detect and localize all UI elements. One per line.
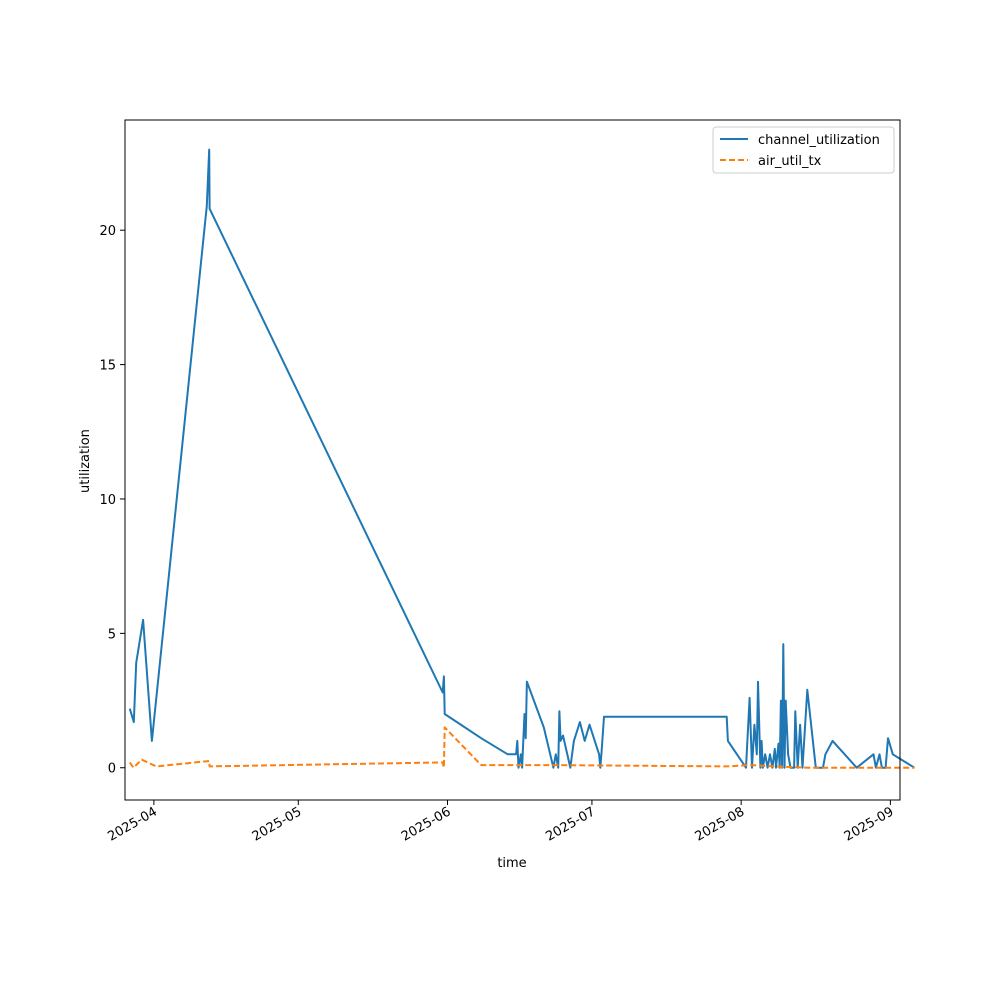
legend-box [712,126,895,174]
y-tick-label: 0 [108,762,116,777]
series-layer [128,148,915,769]
x-axis-label: time [497,856,526,871]
legend: channel_utilization air_util_tx [712,126,895,174]
y-tick-label: 15 [99,359,116,374]
legend-label-channel-utilization: channel_utilization [758,133,880,148]
y-tick-label: 5 [108,627,116,642]
y-tick-label: 20 [99,224,116,239]
y-tick-label: 10 [99,493,116,508]
y-axis: 0 5 10 15 20 [99,224,125,777]
y-axis-label: utilization [78,429,93,493]
plot-area-frame [124,119,901,801]
series-line-channel-utilization [128,148,915,769]
legend-label-air-util-tx: air_util_tx [758,154,822,169]
series-line-air-util-tx [128,726,915,769]
